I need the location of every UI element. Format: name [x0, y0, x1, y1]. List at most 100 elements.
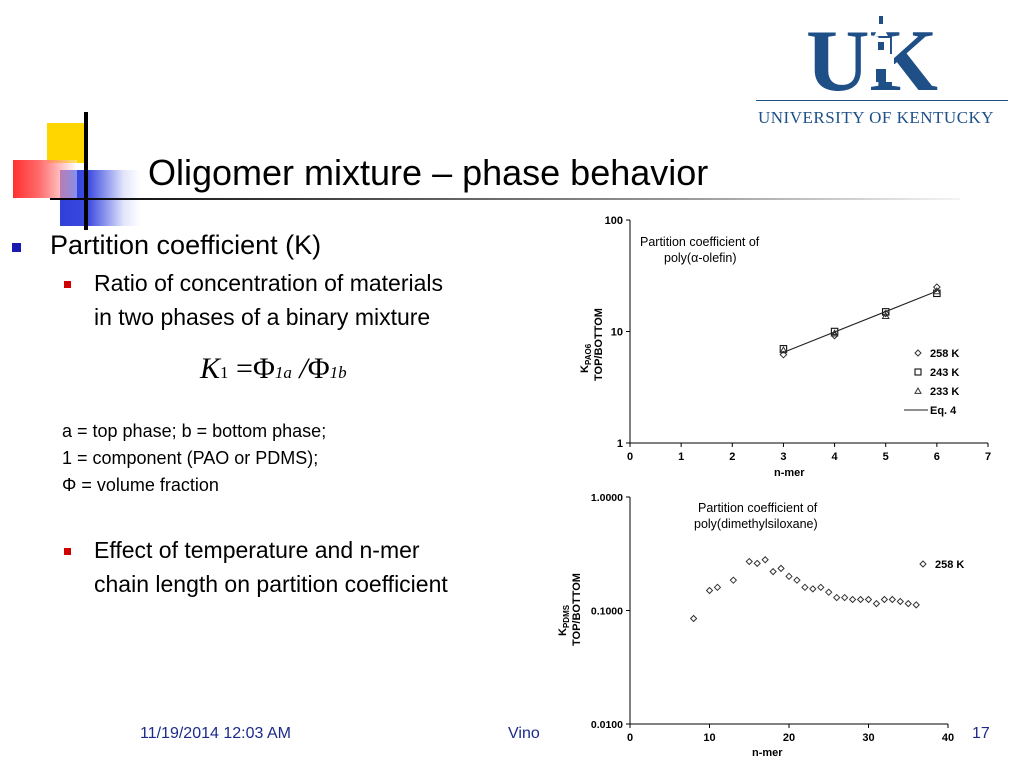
title-underline: [50, 198, 960, 200]
pdms-point-diamond: [801, 583, 809, 592]
pao-legend-label: Eq. 4: [930, 405, 957, 417]
bullet-partition-coefficient: Partition coefficient (K): [50, 230, 322, 260]
pao-point-triangle: [932, 286, 941, 295]
pao-x-tick-label: 4: [832, 451, 839, 463]
note-phases: a = top phase; b = bottom phase;: [62, 421, 327, 441]
pdms-point-diamond: [848, 595, 857, 604]
footer-page-number: 17: [972, 725, 990, 742]
pao-y-axis-label: KPAO6 TOP/BOTTOM: [579, 308, 605, 381]
pao-legend-marker: [914, 386, 922, 394]
pdms-chart-title-line2: poly(dimethylsiloxane): [694, 517, 818, 531]
bullet-square-icon: [12, 243, 21, 252]
pdms-point-diamond: [904, 599, 912, 608]
pao-y-tick-label: 1: [617, 438, 623, 450]
pdms-point-diamond: [777, 564, 785, 573]
sub-bullet-icon: [64, 548, 71, 555]
pdms-chart-title-line1: Partition coefficient of: [698, 501, 818, 515]
pao-y-label-sub: PAO6: [584, 343, 593, 365]
pao-fit-line: [783, 290, 938, 353]
formula-k-sub: 1: [220, 363, 229, 382]
university-logo: UK UNIVERSITY OF KENTUCKY: [756, 13, 1012, 130]
pdms-x-tick-label: 0: [627, 732, 633, 744]
pdms-point-diamond: [888, 595, 897, 604]
pdms-y-tick-label: 0.0100: [591, 719, 623, 731]
pdms-x-axis-label: n-mer: [752, 747, 783, 758]
uk-logo-mark: UK: [806, 13, 938, 110]
pdms-point-diamond: [785, 572, 793, 581]
pao-x-tick-label: 6: [934, 451, 940, 463]
pao-x-tick-label: 1: [678, 451, 684, 463]
formula-phi-b: Φ: [307, 352, 330, 385]
chart-pdms-partition: 0 10 20 30 40 0.0100 0.1000 1.0000 Partition co…: [548, 486, 968, 758]
pdms-point-diamond: [856, 595, 865, 604]
pao-point-square: [881, 308, 890, 316]
pdms-point-diamond: [689, 614, 698, 623]
pdms-x-tick-label: 30: [862, 732, 874, 744]
decor-yellow-square: [47, 123, 87, 163]
formula-phi-b-sub: 1b: [329, 363, 347, 382]
pao-x-axis-label: n-mer: [774, 467, 805, 479]
notes-block: a = top phase; b = bottom phase; 1 = com…: [62, 418, 326, 499]
pao-y-tick-label: 100: [605, 215, 623, 227]
pdms-y-tick-label: 0.1000: [591, 606, 623, 618]
pao-x-tick-label: 7: [985, 451, 991, 463]
sub-bullet-ratio: Ratio of concentration of materials in t…: [94, 266, 443, 334]
pdms-point-diamond: [793, 576, 801, 584]
pao-legend-marker: [914, 349, 922, 357]
pdms-point-diamond: [872, 599, 881, 608]
pdms-point-diamond: [745, 557, 753, 566]
pdms-legend-label: 258 K: [935, 559, 964, 571]
pao-x-tick-label: 2: [729, 451, 735, 463]
pdms-point-diamond: [832, 593, 841, 602]
pdms-x-tick-label: 20: [783, 732, 795, 744]
formula-phi-a: Φ: [252, 352, 275, 385]
footer-date: 11/19/2014 12:03 AM: [140, 725, 291, 742]
pao-legend-label: 233 K: [930, 386, 959, 398]
pdms-point-diamond: [761, 556, 769, 564]
partition-formula: K1 =Φ1a /Φ1b: [200, 352, 347, 386]
university-name: UNIVERSITY OF KENTUCKY: [758, 108, 995, 127]
svg-text:KPDMS: KPDMS: [557, 604, 571, 636]
sub-bullet-effect: Effect of temperature and n-mer chain le…: [94, 533, 448, 601]
pdms-point-diamond: [769, 567, 777, 576]
pao-y-label-line2: TOP/BOTTOM: [593, 308, 605, 381]
pao-point-triangle: [779, 345, 788, 354]
pdms-legend-marker: [919, 560, 927, 568]
pdms-point-diamond: [912, 601, 920, 609]
pao-legend-label: 258 K: [930, 348, 959, 360]
pdms-y-label-k: K: [557, 628, 569, 636]
logo-divider: [756, 100, 1008, 101]
pao-legend-label: 243 K: [930, 367, 959, 379]
formula-equals: =: [236, 352, 253, 385]
pdms-point-diamond: [809, 585, 817, 593]
formula-k: K: [200, 352, 221, 385]
pao-x-tick-label: 0: [627, 451, 633, 463]
sub-bullet-effect-line2: chain length on partition coefficient: [94, 571, 448, 597]
pdms-y-label-line2: TOP/BOTTOM: [571, 573, 583, 646]
pdms-point-diamond: [864, 595, 873, 604]
note-component: 1 = component (PAO or PDMS);: [62, 448, 319, 468]
pdms-x-tick-label: 40: [942, 732, 954, 744]
pdms-x-tick-label: 10: [703, 732, 715, 744]
pao-x-tick-label: 3: [780, 451, 786, 463]
formula-slash: /: [299, 352, 308, 385]
decor-red-bar: [13, 160, 77, 198]
pao-point-triangle: [881, 311, 890, 319]
pdms-point-diamond: [880, 595, 889, 604]
sub-bullet-icon: [64, 281, 71, 288]
pao-point-square: [830, 327, 839, 336]
pao-chart-title-line1: Partition coefficient of: [640, 235, 760, 249]
note-volume-fraction: Φ = volume fraction: [62, 475, 219, 495]
sub-bullet-effect-line1: Effect of temperature and n-mer: [94, 537, 420, 563]
pdms-point-diamond: [705, 586, 714, 595]
slide-title: Oligomer mixture – phase behavior: [148, 152, 709, 193]
pdms-y-axis-label: KPDMS TOP/BOTTOM: [557, 573, 583, 646]
sub-bullet-ratio-line2: in two phases of a binary mixture: [94, 304, 431, 330]
pdms-point-diamond: [729, 576, 738, 584]
footer-author: Vino: [508, 725, 540, 742]
pao-y-label-k: K: [579, 365, 591, 373]
pdms-legend: 258 K: [919, 559, 964, 571]
pao-y-tick-label: 10: [611, 327, 623, 339]
pdms-point-diamond: [817, 583, 825, 592]
